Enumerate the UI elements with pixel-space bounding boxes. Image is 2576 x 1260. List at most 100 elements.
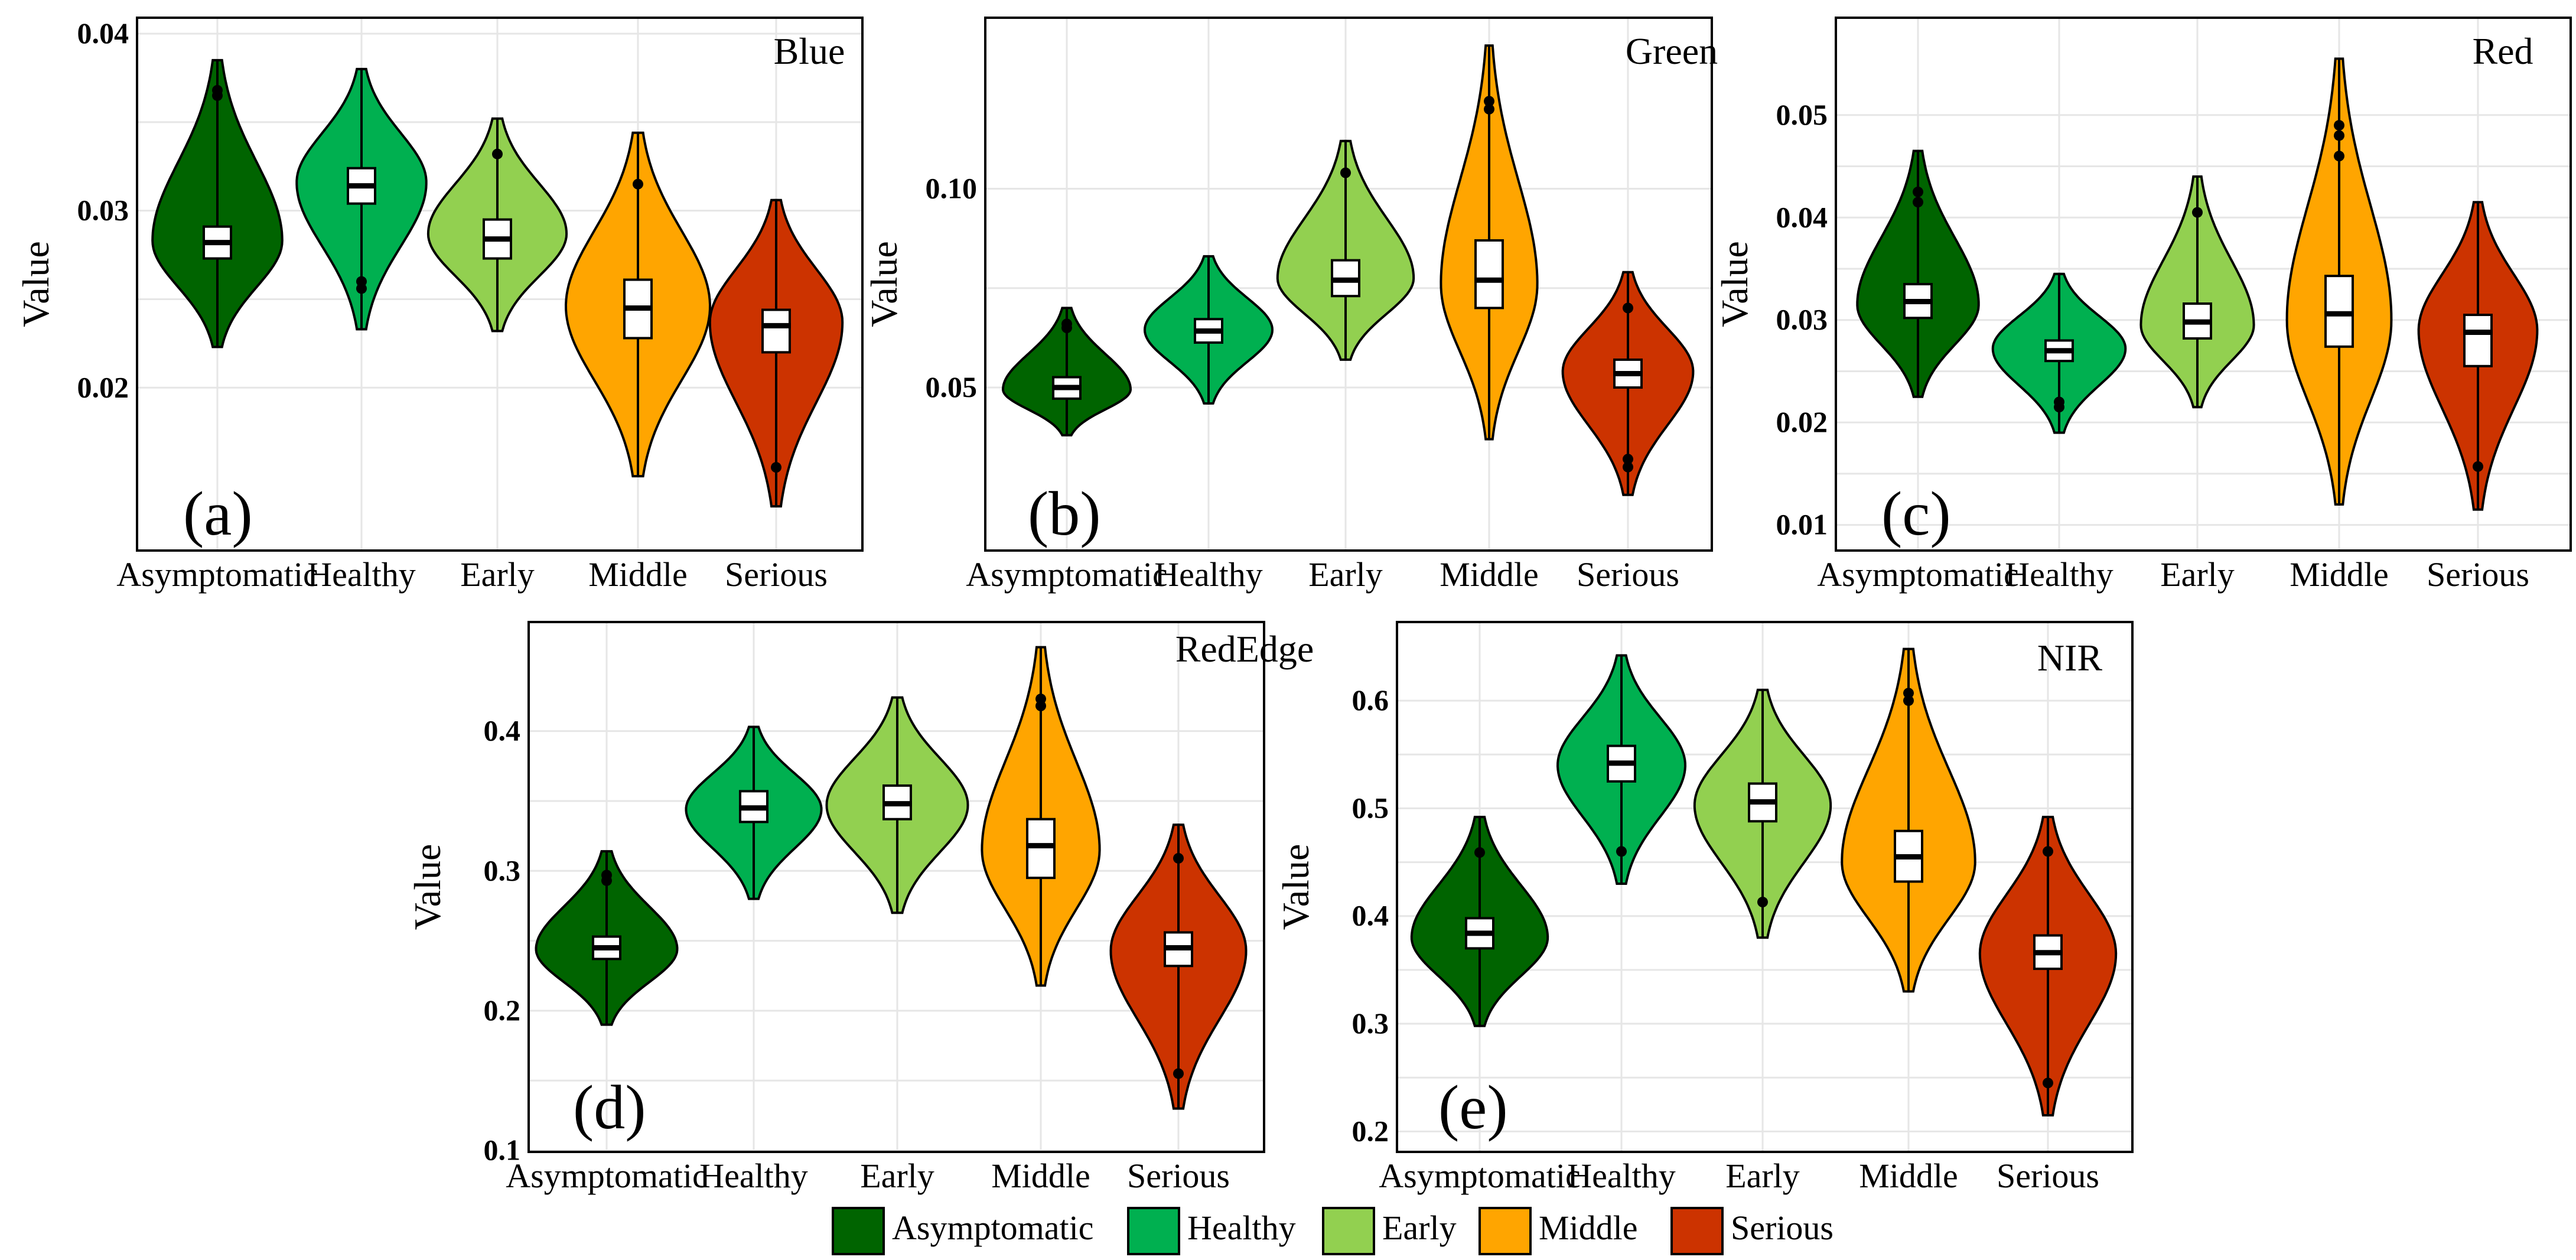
x-tick-label-middle: Middle	[2290, 555, 2389, 594]
violin-healthy	[685, 725, 823, 900]
violin-serious	[1109, 823, 1248, 1110]
panel-label: (a)	[183, 479, 253, 548]
violin-middle	[564, 131, 712, 478]
violin-asymptomatic	[151, 58, 284, 349]
outlier-point	[1913, 197, 1923, 208]
x-tick-label-middle: Middle	[991, 1157, 1090, 1195]
outlier-point	[492, 148, 503, 159]
legend-label-middle: Middle	[1539, 1209, 1638, 1247]
x-tick-label-early: Early	[1725, 1157, 1800, 1195]
outlier-point	[633, 178, 643, 190]
y-tick-label: 0.3	[1352, 1007, 1389, 1040]
outlier-point	[1757, 897, 1768, 908]
legend-swatch-middle	[1478, 1207, 1532, 1255]
plot-frame	[527, 621, 1265, 1153]
legend-swatch-early	[1322, 1207, 1375, 1255]
legend-item-serious: Serious	[1670, 1207, 1834, 1255]
y-tick-label: 0.01	[1776, 508, 1828, 541]
y-axis-label: Value	[1275, 844, 1317, 930]
x-tick-label-healthy: Healthy	[2005, 555, 2113, 594]
plot-frame	[984, 17, 1713, 552]
y-tick-label: 0.3	[484, 854, 521, 887]
x-tick-label-middle: Middle	[588, 555, 688, 594]
outlier-point	[2334, 130, 2344, 141]
legend-label-serious: Serious	[1731, 1209, 1834, 1247]
outlier-point	[2043, 846, 2053, 857]
y-tick-label: 0.6	[1352, 683, 1389, 717]
x-tick-label-early: Early	[1308, 555, 1383, 594]
panel-label: (e)	[1438, 1073, 1508, 1142]
x-tick-label-healthy: Healthy	[1154, 555, 1263, 594]
y-tick-label: 0.4	[484, 714, 521, 747]
x-tick-label-serious: Serious	[725, 555, 828, 594]
x-tick-label-serious: Serious	[1577, 555, 1679, 594]
outlier-point	[771, 462, 781, 473]
panel-title: Red	[2472, 30, 2533, 72]
panel-title: NIR	[2037, 637, 2103, 679]
outlier-point	[1903, 688, 1914, 699]
y-axis-label: Value	[863, 241, 905, 327]
legend-item-healthy: Healthy	[1127, 1207, 1296, 1255]
legend-item-asymptomatic: Asymptomatic	[832, 1207, 1094, 1255]
y-tick-label: 0.1	[484, 1134, 521, 1167]
iqr-box-middle	[1026, 818, 1056, 880]
violin-healthy	[295, 67, 428, 331]
panel-label: (b)	[1028, 479, 1101, 548]
outlier-point	[1173, 1068, 1184, 1079]
violin-asymptomatic	[1001, 307, 1132, 437]
violin-early	[426, 117, 568, 333]
outlier-point	[1035, 694, 1046, 705]
outlier-point	[2473, 461, 2483, 472]
y-tick-label: 0.4	[1352, 899, 1389, 932]
violin-serious	[1978, 815, 2118, 1117]
legend-item-early: Early	[1322, 1207, 1457, 1255]
y-tick-label: 0.02	[77, 370, 129, 403]
panel-title: Blue	[774, 30, 845, 72]
legend-label-early: Early	[1382, 1209, 1457, 1247]
panel-label: (c)	[1881, 479, 1951, 548]
violin-early	[825, 696, 969, 914]
iqr-box-middle	[1474, 239, 1504, 310]
outlier-point	[1340, 167, 1351, 178]
outlier-point	[212, 84, 223, 96]
panel-label: (d)	[573, 1073, 646, 1142]
legend-swatch-serious	[1670, 1207, 1724, 1255]
violin-serious	[1561, 271, 1695, 496]
x-tick-label-serious: Serious	[1997, 1157, 2099, 1195]
y-tick-label: 0.10	[926, 171, 978, 204]
violin-middle	[981, 646, 1101, 987]
plot-frame	[1396, 621, 2134, 1153]
y-tick-label: 0.2	[1352, 1114, 1389, 1147]
violin-asymptomatic	[1410, 815, 1549, 1027]
y-tick-label: 0.05	[1776, 98, 1828, 131]
y-tick-label: 0.04	[1776, 200, 1828, 233]
y-tick-label: 0.03	[1776, 303, 1828, 336]
y-tick-label: 0.05	[926, 370, 978, 403]
outlier-point	[601, 870, 612, 881]
legend-swatch-asymptomatic	[832, 1207, 885, 1255]
x-tick-label-early: Early	[2160, 555, 2235, 594]
outlier-point	[1474, 847, 1485, 858]
x-tick-label-healthy: Healthy	[1567, 1157, 1676, 1195]
y-tick-label: 0.03	[77, 194, 129, 227]
outlier-point	[1173, 852, 1184, 864]
violin-serious	[708, 198, 844, 508]
plot-frame	[136, 17, 864, 552]
outlier-point	[2043, 1077, 2053, 1089]
outlier-point	[1623, 302, 1633, 314]
x-tick-label-asymptomatic: Asymptomatic	[966, 555, 1168, 594]
x-tick-label-middle: Middle	[1440, 555, 1539, 594]
outlier-point	[2192, 207, 2203, 218]
panel-title: RedEdge	[1175, 628, 1314, 670]
outlier-point	[1623, 461, 1633, 473]
plot-frame	[1835, 17, 2572, 552]
x-tick-label-middle: Middle	[1859, 1157, 1958, 1195]
outlier-point	[1484, 103, 1494, 115]
violin-healthy	[1143, 255, 1274, 405]
x-tick-label-healthy: Healthy	[699, 1157, 808, 1195]
legend: Asymptomatic Healthy Early Middle Seriou…	[832, 1207, 1834, 1255]
